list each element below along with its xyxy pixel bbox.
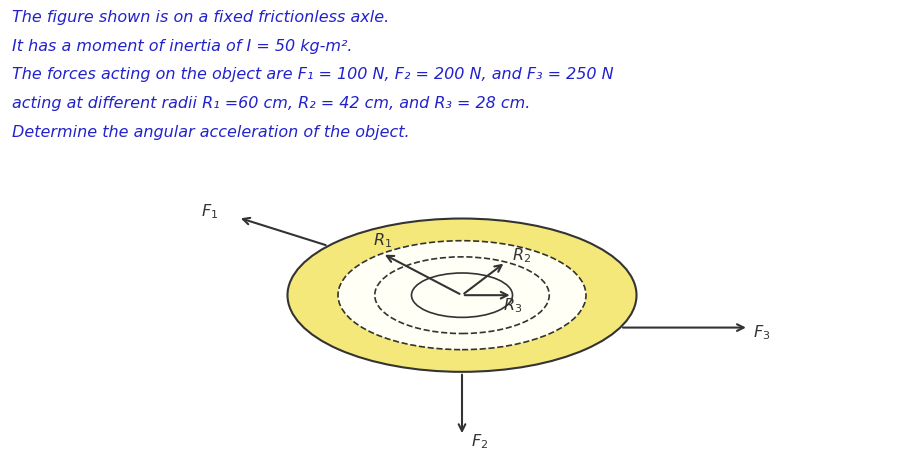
Text: Determine the angular acceleration of the object.: Determine the angular acceleration of th… <box>12 125 409 140</box>
Text: The forces acting on the object are F₁ = 100 N, F₂ = 200 N, and F₃ = 250 N: The forces acting on the object are F₁ =… <box>12 67 614 82</box>
Text: $F_3$: $F_3$ <box>753 323 771 342</box>
Ellipse shape <box>287 219 637 372</box>
Text: $F_1$: $F_1$ <box>201 202 218 220</box>
Text: $R_3$: $R_3$ <box>504 295 523 314</box>
Text: $R_1$: $R_1$ <box>373 231 392 250</box>
Text: It has a moment of inertia of I = 50 kg-m².: It has a moment of inertia of I = 50 kg-… <box>12 38 352 53</box>
Text: acting at different radii R₁ =60 cm, R₂ = 42 cm, and R₃ = 28 cm.: acting at different radii R₁ =60 cm, R₂ … <box>12 96 530 111</box>
Text: The figure shown is on a fixed frictionless axle.: The figure shown is on a fixed frictionl… <box>12 10 389 25</box>
Ellipse shape <box>338 241 586 350</box>
Ellipse shape <box>411 274 513 318</box>
Ellipse shape <box>375 257 549 334</box>
Text: $F_2$: $F_2$ <box>471 431 489 450</box>
Text: $R_2$: $R_2$ <box>512 246 531 265</box>
